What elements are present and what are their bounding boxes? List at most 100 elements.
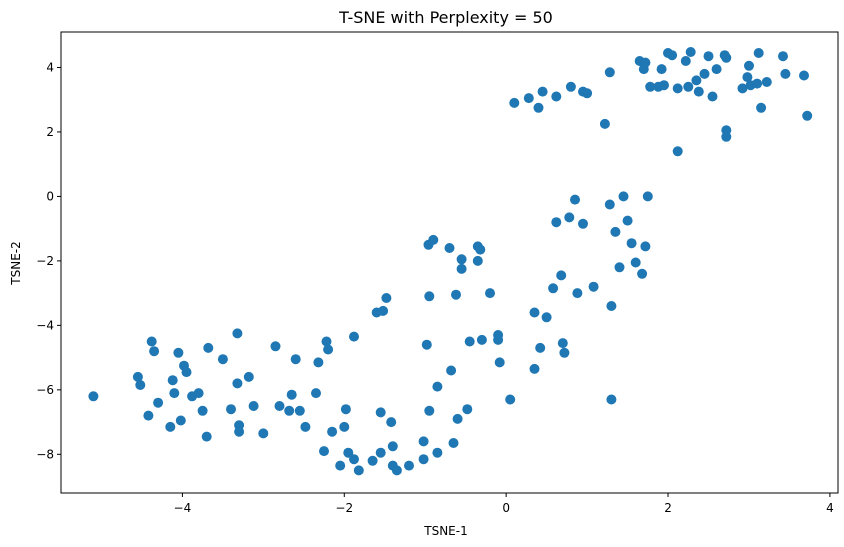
data-point — [353, 465, 364, 476]
data-point — [284, 405, 295, 416]
data-point — [610, 226, 621, 237]
data-point — [452, 413, 463, 424]
data-point — [375, 447, 386, 458]
data-point — [367, 455, 378, 466]
data-point — [588, 281, 599, 292]
data-point — [707, 91, 718, 102]
data-point — [313, 357, 324, 368]
data-point — [744, 60, 754, 71]
data-point — [509, 97, 520, 108]
data-point — [614, 262, 625, 273]
data-point — [640, 57, 651, 68]
data-point — [476, 334, 487, 345]
data-point — [421, 339, 432, 350]
data-point — [737, 83, 748, 94]
data-point — [630, 257, 641, 268]
data-point — [672, 146, 683, 157]
y-tick-label: −8 — [36, 447, 54, 461]
data-point — [428, 234, 439, 245]
data-point — [232, 328, 243, 339]
data-point — [659, 80, 669, 91]
data-point — [485, 288, 495, 299]
data-point — [637, 268, 648, 279]
x-tick-label: 2 — [664, 501, 672, 515]
data-point — [761, 77, 772, 87]
data-points — [88, 47, 813, 476]
data-point — [711, 64, 722, 75]
chart-title: T-SNE with Perplexity = 50 — [338, 8, 553, 27]
data-point — [606, 301, 617, 311]
data-point — [582, 88, 593, 99]
data-point — [193, 388, 204, 399]
data-point — [300, 421, 311, 432]
data-point — [456, 254, 467, 265]
data-point — [446, 365, 457, 376]
data-point — [475, 244, 486, 255]
data-point — [541, 312, 552, 323]
data-point — [559, 347, 570, 358]
data-point — [780, 68, 791, 79]
data-point — [349, 454, 359, 465]
y-tick-label: 0 — [46, 189, 54, 203]
data-point — [756, 102, 767, 113]
data-point — [551, 91, 562, 102]
data-point — [88, 391, 99, 402]
data-point — [132, 371, 143, 382]
data-point — [201, 431, 212, 442]
data-point — [169, 388, 180, 399]
data-point — [149, 346, 160, 357]
y-tick-label: −6 — [36, 383, 54, 397]
data-point — [451, 289, 461, 300]
data-point — [799, 70, 809, 81]
data-point — [146, 336, 157, 347]
data-point — [391, 465, 402, 476]
plot-frame — [60, 31, 839, 494]
data-point — [642, 191, 653, 202]
data-point — [464, 336, 475, 347]
data-point — [494, 357, 505, 368]
data-point — [381, 293, 392, 303]
data-point — [343, 447, 354, 458]
data-point — [572, 288, 583, 299]
data-point — [693, 86, 704, 97]
data-point — [153, 397, 164, 408]
data-point — [742, 72, 753, 83]
data-point — [640, 241, 651, 252]
data-point — [548, 283, 559, 294]
data-point — [432, 381, 443, 392]
data-point — [349, 331, 359, 342]
data-point — [386, 417, 397, 428]
data-point — [802, 110, 813, 121]
data-point — [533, 102, 544, 113]
data-point — [505, 394, 516, 405]
data-point — [691, 75, 702, 86]
data-point — [294, 405, 305, 416]
data-point — [387, 441, 398, 452]
data-point — [680, 56, 691, 66]
data-point — [375, 407, 386, 418]
data-point — [557, 338, 568, 349]
x-tick-label: −4 — [174, 501, 192, 515]
data-point — [424, 405, 435, 416]
data-point — [523, 93, 534, 104]
data-point — [752, 78, 763, 89]
data-point — [203, 342, 214, 353]
y-axis-ticks: −8 −6 −4 −2 0 2 4 — [36, 60, 61, 461]
data-point — [339, 421, 350, 432]
data-point — [753, 48, 764, 58]
data-point — [685, 47, 696, 57]
data-point — [248, 401, 259, 411]
y-tick-label: −4 — [36, 318, 54, 332]
data-point — [270, 341, 281, 352]
x-axis-label: TSNE-1 — [423, 524, 467, 538]
data-point — [217, 354, 228, 365]
data-point — [472, 255, 483, 266]
data-point — [286, 389, 297, 400]
data-point — [327, 426, 338, 437]
data-point — [175, 415, 186, 426]
data-point — [606, 394, 617, 405]
data-point — [683, 81, 694, 92]
x-tick-label: −2 — [335, 501, 353, 515]
data-point — [234, 426, 245, 437]
